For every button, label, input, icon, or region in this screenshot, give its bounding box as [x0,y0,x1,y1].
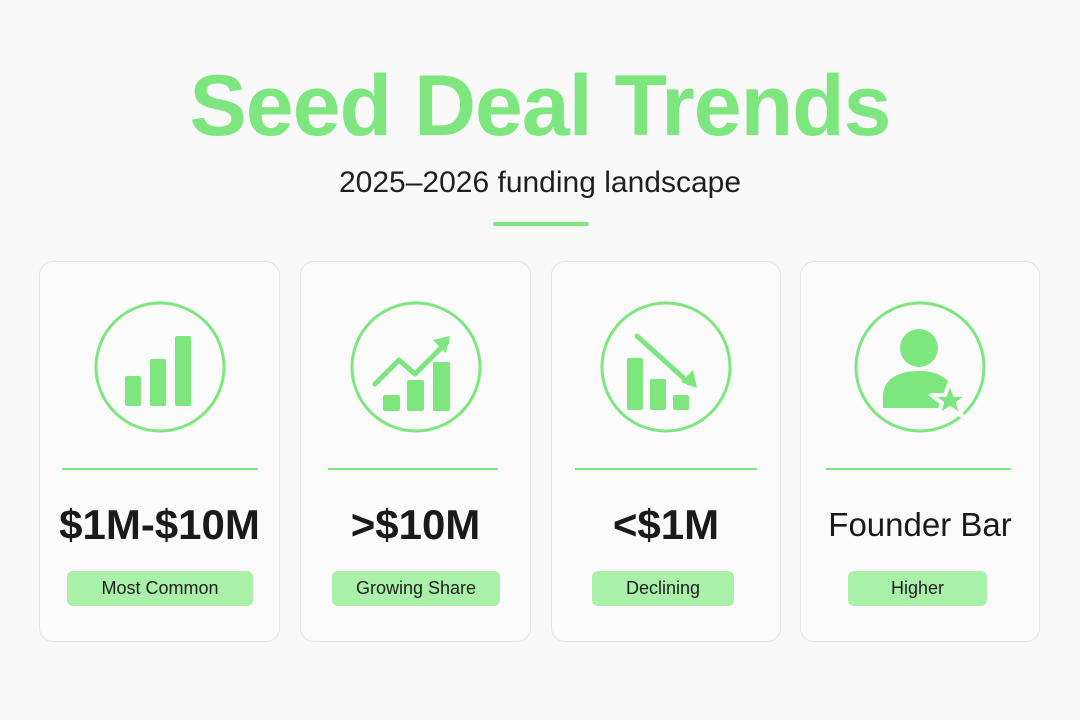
card-divider [575,468,757,470]
card-divider [826,468,1011,470]
card-value: >$10M [350,501,481,548]
status-badge: Higher [848,571,987,606]
status-badge: Most Common [67,571,253,606]
page-subtitle: 2025–2026 funding landscape [338,166,742,199]
status-badge: Growing Share [332,571,500,606]
card-1: $1M-$10M Most Common [39,261,280,642]
card-2: >$10M Growing Share [300,261,531,642]
status-badge: Declining [592,571,734,606]
card-3: <$1M Declining [551,261,781,642]
card-value: <$1M [612,501,720,548]
card-4: Founder Bar Higher [800,261,1040,642]
card-value: Founder Bar [828,506,1012,543]
card-value: $1M-$10M [59,501,260,548]
founder-star-icon [853,300,987,434]
trend-down-icon [599,300,733,434]
card-divider [62,468,258,470]
title-divider [493,222,589,226]
page-title: Seed Deal Trends [189,58,892,154]
trend-up-icon [349,300,483,434]
bar-chart-icon [93,300,227,434]
card-divider [328,468,498,470]
